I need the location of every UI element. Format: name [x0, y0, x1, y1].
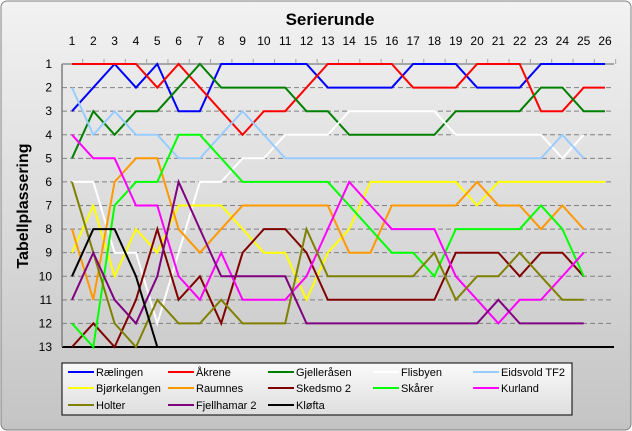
series-line-kløfta: [71, 228, 605, 348]
y-tick-label: 7: [45, 199, 52, 213]
x-tick-label: 6: [175, 34, 182, 48]
x-tick-label: 25: [577, 34, 591, 48]
legend-item: Kløfta: [268, 400, 326, 412]
x-tick-label: 15: [364, 34, 378, 48]
x-tick-label: 26: [598, 34, 612, 48]
legend-label: Kløfta: [296, 400, 326, 412]
series-line-kurland: [71, 134, 585, 325]
x-tick-label: 13: [321, 34, 335, 48]
x-tick-label: 4: [133, 34, 140, 48]
y-tick-label: 12: [39, 316, 53, 330]
legend-label: Skårer: [401, 383, 434, 395]
series-lines: [71, 62, 605, 350]
x-tick-label: 17: [406, 34, 420, 48]
x-tick-label: 10: [257, 34, 271, 48]
legend: Rælingen Åkrene Gjelleråsen Flisbyen Eidsvol…: [68, 366, 565, 412]
legend-label: Bjørkelangen: [96, 383, 161, 395]
y-tick-label: 2: [45, 81, 52, 95]
legend-label: Kurland: [501, 383, 539, 395]
series-line-eidsvold-tf2: [71, 87, 585, 160]
legend-item: Bjørkelangen: [68, 383, 161, 395]
series-line-rælingen: [71, 62, 605, 113]
x-tick-label: 23: [534, 34, 548, 48]
x-tick-labels: 1 2 3 4 5 6 7 8 9 10 11 12 13 14 15 16 17 18 19 20 21 22 23 24 2…: [69, 34, 612, 48]
legend-label: Eidsvold TF2: [501, 367, 565, 379]
legend-item: Fjellhamar 2: [168, 400, 257, 412]
legend-label: Flisbyen: [401, 367, 442, 379]
y-tick-label: 10: [39, 269, 53, 283]
series-line-fjellhamar-2: [71, 178, 584, 326]
legend-item: Holter: [68, 400, 126, 412]
legend-label: Åkrene: [196, 366, 231, 379]
y-tick-label: 3: [45, 104, 52, 118]
x-tick-label: 8: [218, 34, 225, 48]
legend-label: Raumnes: [196, 383, 244, 395]
series-line-åkrene: [72, 62, 605, 137]
legend-label: Holter: [96, 400, 126, 412]
legend-item: Eidsvold TF2: [473, 367, 565, 379]
x-tick-label: 3: [111, 34, 118, 48]
legend-item: Kurland: [473, 383, 539, 395]
series-line-flisbyen: [72, 110, 585, 327]
legend-label: Fjellhamar 2: [196, 400, 257, 412]
y-tick-label: 4: [45, 128, 52, 142]
legend-item: Flisbyen: [373, 367, 442, 379]
legend-label: Gjelleråsen: [296, 367, 352, 379]
x-tick-label: 24: [556, 34, 570, 48]
legend-item: Åkrene: [168, 366, 231, 379]
x-tick-label: 11: [279, 34, 292, 48]
y-axis-label: Tabellplassering: [15, 143, 32, 268]
x-tick-label: 20: [470, 34, 484, 48]
y-tick-label: 13: [39, 340, 53, 354]
legend-item: Rælingen: [68, 367, 143, 379]
series-line-holter: [71, 181, 584, 349]
legend-label: Skedsmo 2: [296, 383, 351, 395]
series-line-raumnes: [71, 157, 585, 301]
x-tick-label: 16: [385, 34, 399, 48]
x-tick-label: 18: [428, 34, 442, 48]
series-line-bjørkelangen: [71, 180, 605, 303]
legend-item: Skedsmo 2: [268, 383, 351, 395]
x-tick-label: 19: [449, 34, 463, 48]
series-line-skårer: [71, 133, 585, 350]
legend-label: Rælingen: [96, 367, 143, 379]
x-tick-label: 14: [342, 34, 356, 48]
x-tick-label: 1: [69, 34, 76, 48]
y-tick-label: 11: [40, 293, 53, 307]
x-tick-label: 12: [300, 34, 314, 48]
x-tick-label: 2: [90, 34, 97, 48]
x-tick-label: 7: [197, 34, 204, 48]
y-tick-label: 9: [45, 246, 52, 260]
y-tick-label: 5: [45, 151, 52, 165]
x-tick-label: 22: [513, 34, 527, 48]
legend-item: Raumnes: [168, 383, 244, 395]
series-line-skedsmo-2: [71, 225, 585, 349]
legend-item: Skårer: [373, 383, 434, 395]
x-tick-label: 9: [239, 34, 246, 48]
x-tick-label: 21: [492, 34, 506, 48]
x-tick-label: 5: [154, 34, 161, 48]
y-tick-label: 1: [45, 57, 52, 71]
y-tick-label: 6: [45, 175, 52, 189]
legend-item: Gjelleråsen: [268, 367, 352, 379]
y-tick-label: 8: [45, 222, 52, 236]
chart-title: Serierunde: [286, 10, 375, 29]
